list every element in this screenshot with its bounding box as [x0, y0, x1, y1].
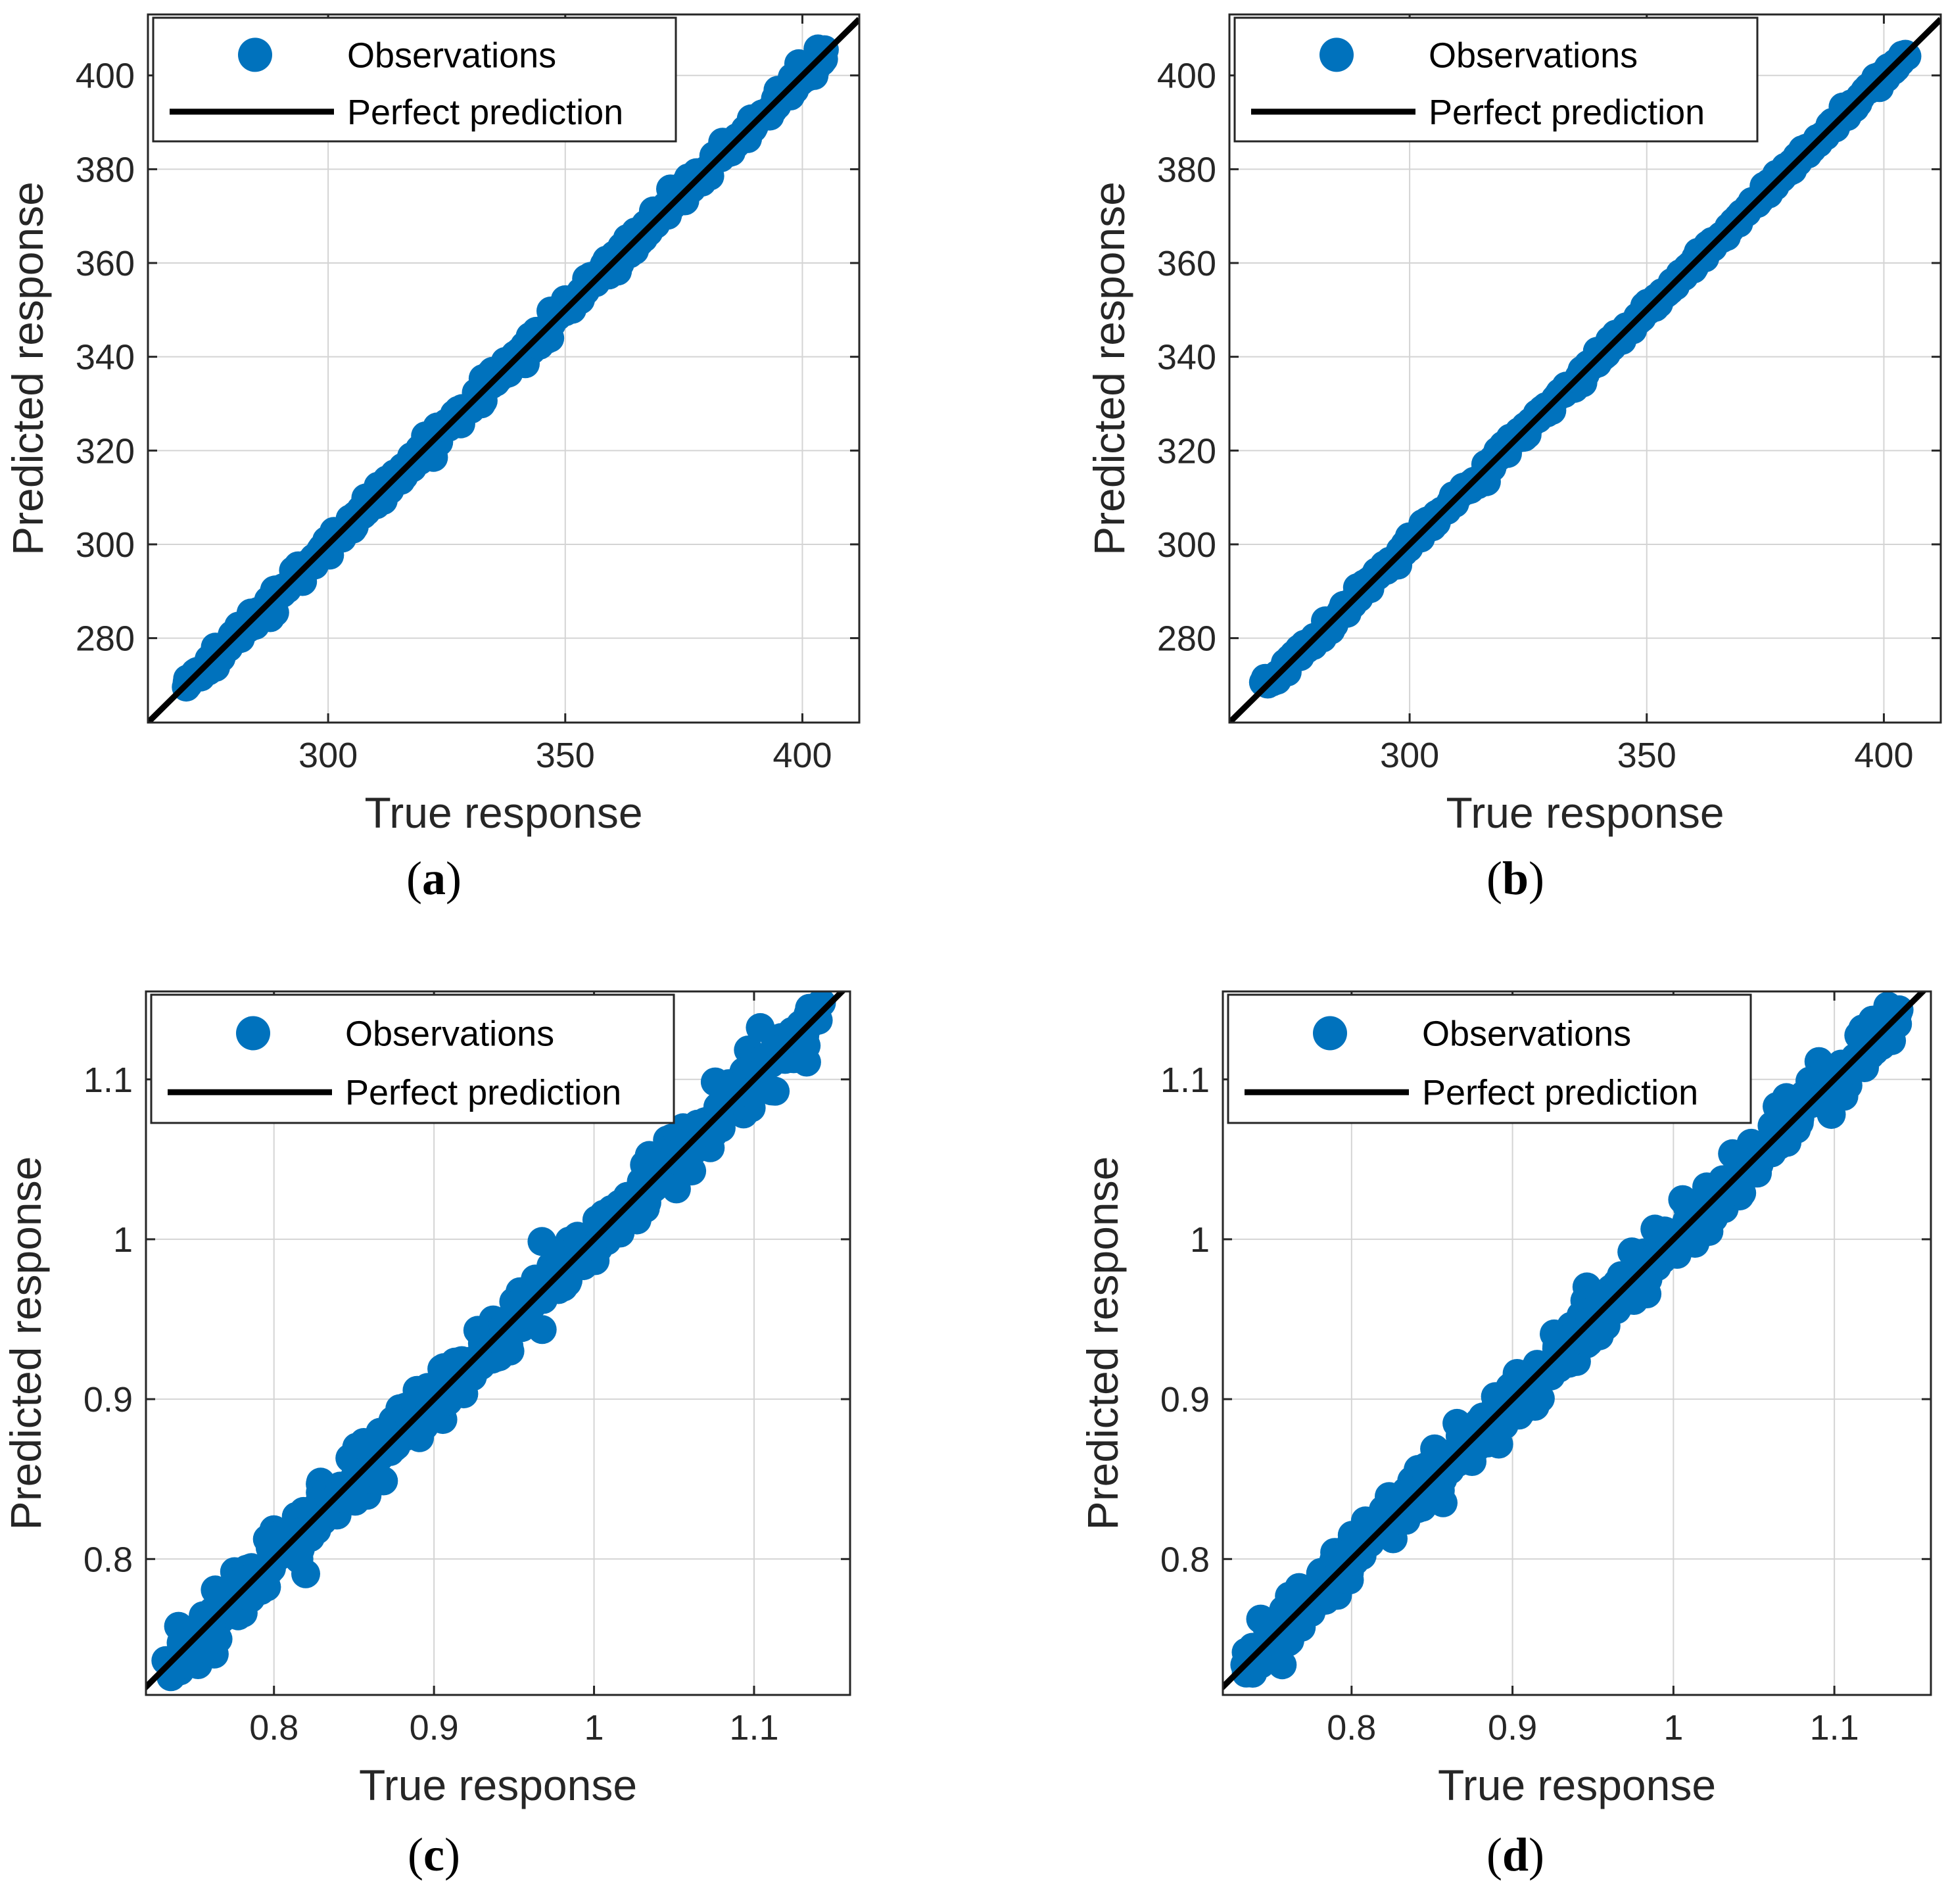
y-tick-label: 360: [76, 244, 135, 283]
perfect-prediction-line: [1223, 991, 1928, 1692]
x-tick-label: 1: [584, 1708, 604, 1748]
legend-box: [152, 16, 677, 143]
x-tick-label: 0.8: [1327, 1708, 1376, 1748]
y-tick-label: 0.9: [83, 1380, 133, 1419]
observation-point: [203, 1625, 233, 1654]
axes-box: [147, 13, 861, 724]
legend-box: [1233, 16, 1759, 143]
panel-caption-a: (a): [406, 852, 462, 905]
legend-observations-marker: [238, 37, 272, 72]
x-tick-label: 1.1: [729, 1708, 778, 1748]
legend: Observations Perfect prediction: [152, 16, 677, 143]
panel-caption-d: (d): [1486, 1828, 1544, 1881]
axes-box: [145, 990, 851, 1696]
legend-box: [150, 993, 675, 1124]
x-tick-label: 300: [298, 736, 358, 775]
legend-observations-label: Observations: [345, 1014, 554, 1054]
y-axis-label: Predicted response: [3, 181, 52, 556]
legend-box: [1227, 993, 1752, 1124]
y-tick-label: 300: [1157, 525, 1216, 565]
y-tick-label: 1.1: [1160, 1060, 1210, 1100]
legend-observations-label: Observations: [1422, 1014, 1631, 1054]
observation-point: [1520, 1392, 1550, 1421]
observation-point: [807, 991, 836, 1018]
y-tick-label: 400: [1157, 57, 1216, 96]
y-tick-label: 320: [1157, 431, 1216, 471]
perfect-prediction-line: [146, 991, 847, 1692]
y-axis-label: Predicted response: [1085, 181, 1133, 556]
y-tick-label: 360: [1157, 244, 1216, 283]
legend-perfect-prediction-label: Perfect prediction: [345, 1073, 621, 1112]
x-tick-label: 1.1: [1810, 1708, 1859, 1748]
y-tick-label: 0.8: [1160, 1540, 1210, 1579]
observation-point: [1878, 996, 1908, 1026]
x-axis-label: True response: [364, 788, 642, 837]
chart-panel-d: 0.8 0.9 1 1.1 0.8 0.9 1 1.1 True response Predict…: [1078, 990, 1932, 1881]
x-axis-label: True response: [359, 1761, 637, 1809]
observation-point: [291, 1559, 320, 1588]
chart-panel-b: 300 350 400 280 300 320 340 360 380 400 True respo…: [1085, 13, 1942, 905]
y-tick-label: 280: [76, 619, 135, 659]
chart-panel-c: 0.8 0.9 1 1.1 0.8 0.9 1 1.1 True response Predict…: [1, 990, 851, 1881]
y-tick-label: 1.1: [83, 1060, 133, 1100]
legend-observations-marker: [1313, 1016, 1347, 1051]
panel-caption-b: (b): [1486, 852, 1544, 905]
y-tick-label: 340: [1157, 338, 1216, 377]
x-axis-label: True response: [1446, 788, 1724, 837]
legend: Observations Perfect prediction: [150, 993, 675, 1124]
perfect-prediction-line: [148, 16, 859, 723]
y-axis-label: Predicted response: [1, 1156, 50, 1531]
x-tick-label: 350: [1617, 736, 1676, 775]
legend-perfect-prediction-label: Perfect prediction: [1429, 93, 1705, 132]
y-axis-label: Predicted response: [1078, 1156, 1127, 1531]
y-tick-label: 0.9: [1160, 1380, 1210, 1419]
legend-observations-marker: [236, 1016, 270, 1051]
observation-point: [1829, 1082, 1859, 1111]
observation-point: [1727, 1178, 1757, 1208]
y-tick-label: 1: [113, 1220, 133, 1260]
y-tick-label: 400: [76, 57, 135, 96]
axes-box: [1222, 990, 1932, 1696]
y-tick-label: 280: [1157, 619, 1216, 659]
y-tick-label: 340: [76, 338, 135, 377]
legend-perfect-prediction-label: Perfect prediction: [1422, 1073, 1698, 1112]
x-tick-label: 300: [1380, 736, 1439, 775]
y-tick-label: 300: [76, 525, 135, 565]
legend: Observations Perfect prediction: [1233, 16, 1759, 143]
y-tick-label: 0.8: [83, 1540, 133, 1579]
x-tick-label: 0.9: [410, 1708, 459, 1748]
x-tick-label: 400: [772, 736, 832, 775]
chart-panel-a: 300 350 400 280 300 320 340 360 380 400 True respo…: [3, 13, 861, 905]
observation-point: [1268, 1650, 1297, 1680]
legend-observations-marker: [1319, 37, 1354, 72]
x-tick-label: 1: [1663, 1708, 1683, 1748]
x-tick-label: 0.8: [249, 1708, 298, 1748]
y-tick-label: 320: [76, 431, 135, 471]
legend: Observations Perfect prediction: [1227, 993, 1752, 1124]
x-tick-label: 0.9: [1488, 1708, 1537, 1748]
x-tick-label: 350: [536, 736, 595, 775]
legend-perfect-prediction-label: Perfect prediction: [347, 93, 623, 132]
x-tick-label: 400: [1854, 736, 1913, 775]
axes-box: [1228, 13, 1942, 724]
observation-point: [527, 1315, 557, 1345]
observation-point: [761, 1076, 790, 1106]
legend-observations-label: Observations: [1429, 36, 1638, 75]
x-axis-label: True response: [1438, 1761, 1716, 1809]
observation-point: [1694, 1217, 1724, 1247]
y-tick-label: 380: [1157, 150, 1216, 189]
observation-point: [369, 1466, 398, 1496]
y-tick-label: 380: [76, 150, 135, 189]
perfect-prediction-line: [1229, 16, 1941, 723]
legend-observations-label: Observations: [347, 36, 556, 75]
panel-caption-c: (c): [408, 1828, 460, 1881]
y-tick-label: 1: [1190, 1220, 1210, 1260]
